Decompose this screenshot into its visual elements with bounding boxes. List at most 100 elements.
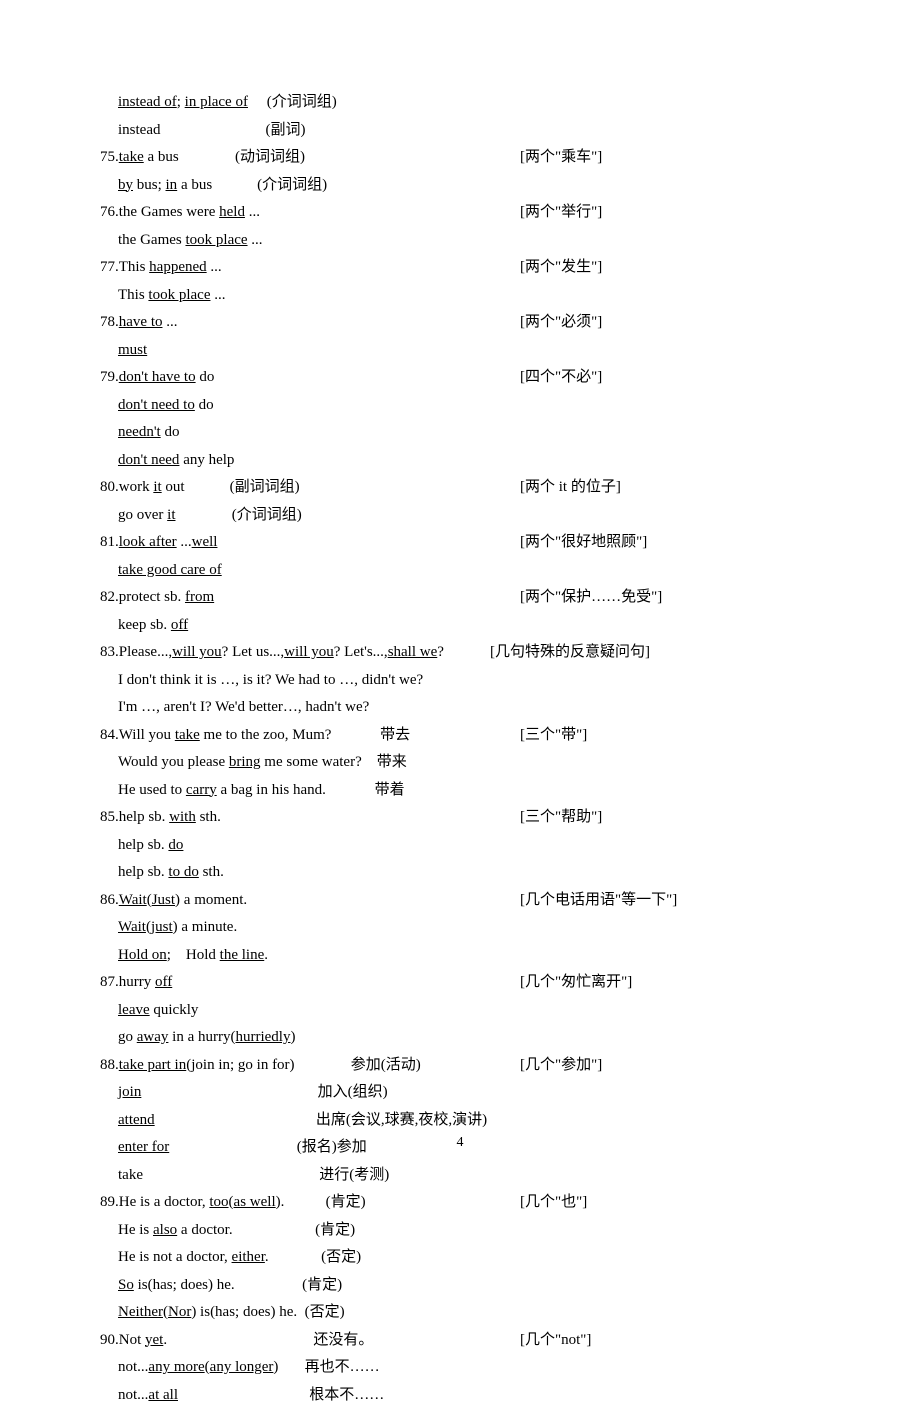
line-main: 84.Will you take me to the zoo, Mum? 带去 bbox=[100, 723, 410, 749]
line-note: [三个"帮助"] bbox=[520, 805, 602, 831]
text-line: Hold on; Hold the line. bbox=[100, 943, 820, 969]
text-line: help sb. do bbox=[100, 833, 820, 859]
line-main: 79.don't have to do bbox=[100, 365, 214, 391]
text-line: He used to carry a bag in his hand. 带着 bbox=[100, 778, 820, 804]
text-line: don't need to do bbox=[100, 393, 820, 419]
text-line: 78.have to ... [两个"必须"] bbox=[100, 310, 820, 336]
line-main: 80.work it out (副词词组) bbox=[100, 475, 300, 501]
line-main: 83.Please...,will you? Let us...,will yo… bbox=[100, 640, 444, 666]
line-main: 82.protect sb. from bbox=[100, 585, 214, 611]
text-line: 84.Will you take me to the zoo, Mum? 带去 [… bbox=[100, 723, 820, 749]
text-line: take good care of bbox=[100, 558, 820, 584]
text-line: go over it (介词词组) bbox=[100, 503, 820, 529]
text-line: instead (副词) bbox=[100, 118, 820, 144]
line-note: [两个"举行"] bbox=[520, 200, 602, 226]
text-line: I don't think it is …, is it? We had to … bbox=[100, 668, 820, 694]
text-line: attend 出席(会议,球赛,夜校,演讲) bbox=[100, 1108, 820, 1134]
text-line: don't need any help bbox=[100, 448, 820, 474]
line-main: 81.look after ...well bbox=[100, 530, 217, 556]
line-main: help sb. do bbox=[118, 833, 183, 859]
text-line: 83.Please...,will you? Let us...,will yo… bbox=[100, 640, 820, 666]
text-line: 87.hurry off [几个"匆忙离开"] bbox=[100, 970, 820, 996]
text-line: 85.help sb. with sth.[三个"帮助"] bbox=[100, 805, 820, 831]
line-note: [两个 it 的位子] bbox=[520, 475, 621, 501]
text-line: keep sb. off bbox=[100, 613, 820, 639]
line-main: attend 出席(会议,球赛,夜校,演讲) bbox=[118, 1108, 487, 1134]
line-main: don't need to do bbox=[118, 393, 214, 419]
line-main: go away in a hurry(hurriedly) bbox=[118, 1025, 295, 1051]
line-note: [几个"参加"] bbox=[520, 1053, 602, 1079]
text-line: I'm …, aren't I? We'd better…, hadn't we… bbox=[100, 695, 820, 721]
line-main: Neither(Nor) is(has; does) he. (否定) bbox=[118, 1300, 345, 1326]
text-line: not...any more(any longer) 再也不…… bbox=[100, 1355, 820, 1381]
text-line: the Games took place ... bbox=[100, 228, 820, 254]
line-main: Wait(just) a minute. bbox=[118, 915, 237, 941]
line-main: needn't do bbox=[118, 420, 179, 446]
line-main: I don't think it is …, is it? We had to … bbox=[118, 668, 423, 694]
text-line: leave quickly bbox=[100, 998, 820, 1024]
text-line: 90.Not yet. 还没有。[几个"not"] bbox=[100, 1328, 820, 1354]
text-line: 76.the Games were held ... [两个"举行"] bbox=[100, 200, 820, 226]
line-note: [四个"不必"] bbox=[520, 365, 602, 391]
line-main: 86.Wait(Just) a moment. bbox=[100, 888, 247, 914]
line-main: He is also a doctor. (肯定) bbox=[118, 1218, 355, 1244]
line-main: 76.the Games were held ... bbox=[100, 200, 260, 226]
text-line: must bbox=[100, 338, 820, 364]
line-main: I'm …, aren't I? We'd better…, hadn't we… bbox=[118, 695, 369, 721]
text-line: help sb. to do sth. bbox=[100, 860, 820, 886]
line-note: [两个"必须"] bbox=[520, 310, 602, 336]
line-main: He used to carry a bag in his hand. 带着 bbox=[118, 778, 405, 804]
line-main: So is(has; does) he. (肯定) bbox=[118, 1273, 342, 1299]
text-line: 75.take a bus (动词词组) [两个"乘车"] bbox=[100, 145, 820, 171]
line-main: 78.have to ... bbox=[100, 310, 177, 336]
text-line: Would you please bring me some water? 带来 bbox=[100, 750, 820, 776]
text-line: So is(has; does) he. (肯定) bbox=[100, 1273, 820, 1299]
text-line: needn't do bbox=[100, 420, 820, 446]
text-line: 81.look after ...well [两个"很好地照顾"] bbox=[100, 530, 820, 556]
text-line: 88.take part in(join in; go in for) 参加(活… bbox=[100, 1053, 820, 1079]
line-note: [几个"not"] bbox=[520, 1328, 591, 1354]
line-main: take 进行(考测) bbox=[118, 1163, 389, 1189]
line-main: 75.take a bus (动词词组) bbox=[100, 145, 305, 171]
text-line: Wait(just) a minute. bbox=[100, 915, 820, 941]
text-line: by bus; in a bus (介词词组) bbox=[100, 173, 820, 199]
text-line: He is also a doctor. (肯定) bbox=[100, 1218, 820, 1244]
line-main: Hold on; Hold the line. bbox=[118, 943, 268, 969]
line-main: leave quickly bbox=[118, 998, 198, 1024]
text-line: 86.Wait(Just) a moment. [几个电话用语"等一下"] bbox=[100, 888, 820, 914]
line-main: keep sb. off bbox=[118, 613, 188, 639]
line-main: Would you please bring me some water? 带来 bbox=[118, 750, 407, 776]
line-main: help sb. to do sth. bbox=[118, 860, 224, 886]
text-line: 77.This happened ...[两个"发生"] bbox=[100, 255, 820, 281]
line-main: 87.hurry off bbox=[100, 970, 172, 996]
line-note: [两个"发生"] bbox=[520, 255, 602, 281]
line-note: [三个"带"] bbox=[520, 723, 587, 749]
line-main: 89.He is a doctor, too(as well). (肯定) bbox=[100, 1190, 366, 1216]
text-line: take 进行(考测) bbox=[100, 1163, 820, 1189]
line-note: [几个电话用语"等一下"] bbox=[520, 888, 677, 914]
line-main: He is not a doctor, either. (否定) bbox=[118, 1245, 361, 1271]
line-main: join 加入(组织) bbox=[118, 1080, 388, 1106]
line-note: [几句特殊的反意疑问句] bbox=[490, 640, 650, 666]
line-note: [两个"很好地照顾"] bbox=[520, 530, 647, 556]
text-line: This took place ... bbox=[100, 283, 820, 309]
line-main: the Games took place ... bbox=[118, 228, 263, 254]
line-main: instead (副词) bbox=[118, 118, 305, 144]
line-main: must bbox=[118, 338, 147, 364]
text-line: 79.don't have to do [四个"不必"] bbox=[100, 365, 820, 391]
page-number: 4 bbox=[0, 1135, 920, 1151]
text-line: go away in a hurry(hurriedly) bbox=[100, 1025, 820, 1051]
text-line: 80.work it out (副词词组) [两个 it 的位子] bbox=[100, 475, 820, 501]
line-main: This took place ... bbox=[118, 283, 225, 309]
line-note: [两个"乘车"] bbox=[520, 145, 602, 171]
text-line: He is not a doctor, either. (否定) bbox=[100, 1245, 820, 1271]
text-line: not...at all 根本不…… bbox=[100, 1383, 820, 1408]
content-area: instead of; in place of (介词词组)instead (副… bbox=[100, 90, 820, 1408]
line-main: not...at all 根本不…… bbox=[118, 1383, 384, 1408]
line-main: by bus; in a bus (介词词组) bbox=[118, 173, 327, 199]
line-main: don't need any help bbox=[118, 448, 234, 474]
text-line: 82.protect sb. from[两个"保护……免受"] bbox=[100, 585, 820, 611]
line-main: take good care of bbox=[118, 558, 222, 584]
document-page: instead of; in place of (介词词组)instead (副… bbox=[0, 0, 920, 1191]
line-note: [几个"匆忙离开"] bbox=[520, 970, 632, 996]
